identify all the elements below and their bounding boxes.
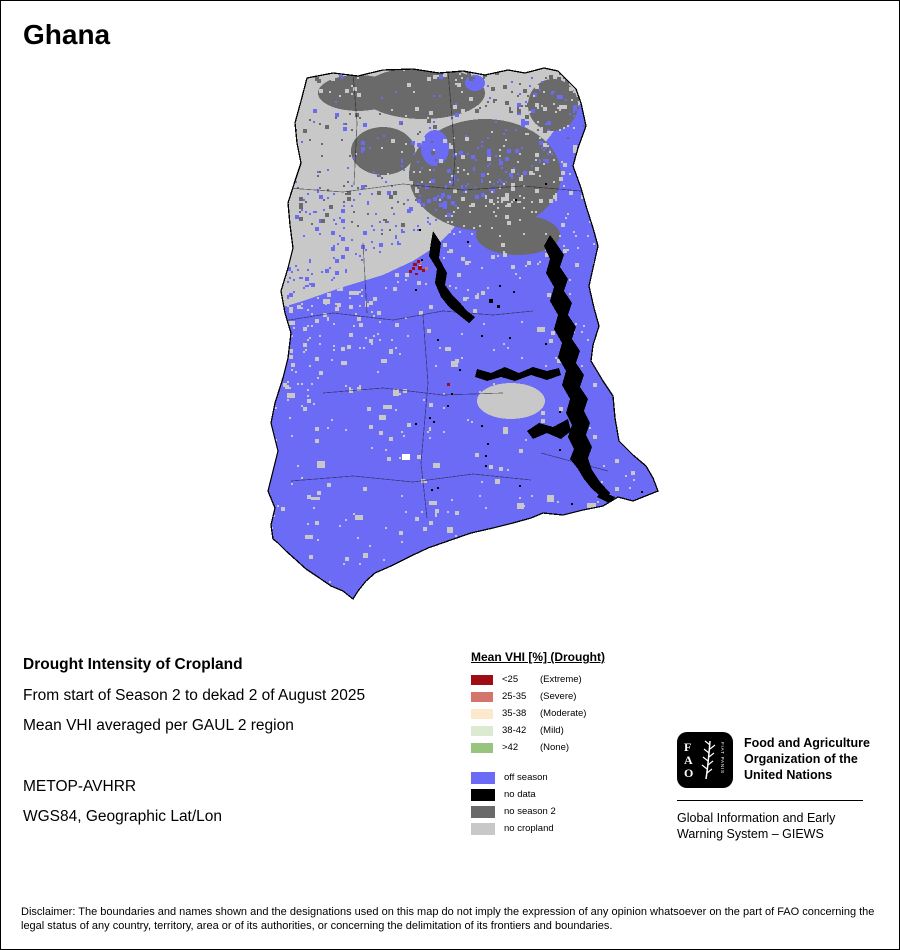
legend-range: >42 (502, 742, 519, 753)
legend-item: no data (471, 786, 681, 803)
legend-swatch (471, 691, 493, 702)
svg-text:A: A (684, 753, 693, 767)
country-border (267, 67, 659, 600)
info-projection: WGS84, Geographic Lat/Lon (23, 808, 223, 825)
legend-range: 38-42 (502, 725, 527, 736)
ghana-drought-map (267, 67, 659, 600)
legend-qualifier: (Moderate) (540, 708, 587, 719)
page-title: Ghana (23, 19, 111, 50)
legend-range: 35-38 (502, 708, 527, 719)
legend-title: Mean VHI [%] (Drought) (471, 650, 605, 664)
legend-swatch (471, 805, 495, 818)
legend-item: no cropland (471, 820, 681, 837)
legend-item: <25 (Extreme) (471, 671, 681, 688)
severe-drought-pixels (420, 262, 428, 270)
legend-drought-classes: <25 (Extreme) 25-35 (Severe) 35-38 (Moderate)… (471, 671, 681, 756)
legend-item: off season (471, 769, 681, 786)
legend-item: 38-42 (Mild) (471, 722, 681, 739)
legend-item: 25-35 (Severe) (471, 688, 681, 705)
info-period: From start of Season 2 to dekad 2 of Aug… (23, 687, 366, 704)
legend-season-classes: off season no data no season 2 no cropland (471, 769, 681, 837)
legend-label: no cropland (504, 823, 554, 834)
legend-swatch (471, 788, 495, 801)
legend: Mean VHI [%] (Drought) <25 (Extreme) 25-35… (471, 650, 681, 837)
legend-swatch (471, 822, 495, 835)
lake-volta-no-data (429, 231, 615, 503)
legend-item: >42 (None) (471, 739, 681, 756)
legend-item: no season 2 (471, 803, 681, 820)
extreme-drought-pixels (409, 260, 450, 386)
wheat-grains-icon (701, 740, 716, 774)
legend-qualifier: (Mild) (540, 725, 564, 736)
legend-swatch (471, 674, 493, 685)
legend-item: 35-38 (Moderate) (471, 705, 681, 722)
legend-range: 25-35 (502, 691, 527, 702)
fao-logo-icon: F A O FIAT PANIS (677, 732, 733, 788)
fao-motto: FIAT PANIS (720, 742, 725, 774)
fao-org-name: Food and Agriculture Organization of the… (744, 736, 870, 782)
fao-block: F A O FIAT PANIS Food and Agriculture Or… (677, 732, 879, 788)
info-method: Mean VHI averaged per GAUL 2 region (23, 717, 294, 734)
fao-divider (677, 800, 863, 801)
svg-text:F: F (684, 740, 691, 754)
legend-swatch (471, 725, 493, 736)
legend-swatch (471, 771, 495, 784)
afram-plains-patch (477, 383, 545, 419)
giews-label: Global Information and Early Warning Sys… (677, 811, 836, 842)
legend-swatch (471, 742, 493, 753)
legend-swatch (471, 708, 493, 719)
legend-label: no season 2 (504, 806, 556, 817)
data-gap (402, 454, 410, 460)
legend-label: off season (504, 772, 548, 783)
legend-qualifier: (Severe) (540, 691, 577, 702)
legend-label: no data (504, 789, 536, 800)
disclaimer-text: Disclaimer: The boundaries and names sho… (21, 906, 875, 933)
info-heading: Drought Intensity of Cropland (23, 656, 243, 673)
district-boundaries (282, 70, 609, 519)
info-sensor: METOP-AVHRR (23, 778, 137, 795)
legend-qualifier: (None) (540, 742, 570, 753)
legend-qualifier: (Extreme) (540, 674, 582, 685)
map-container (263, 63, 666, 616)
legend-range: <25 (502, 674, 519, 685)
svg-text:O: O (684, 766, 693, 780)
